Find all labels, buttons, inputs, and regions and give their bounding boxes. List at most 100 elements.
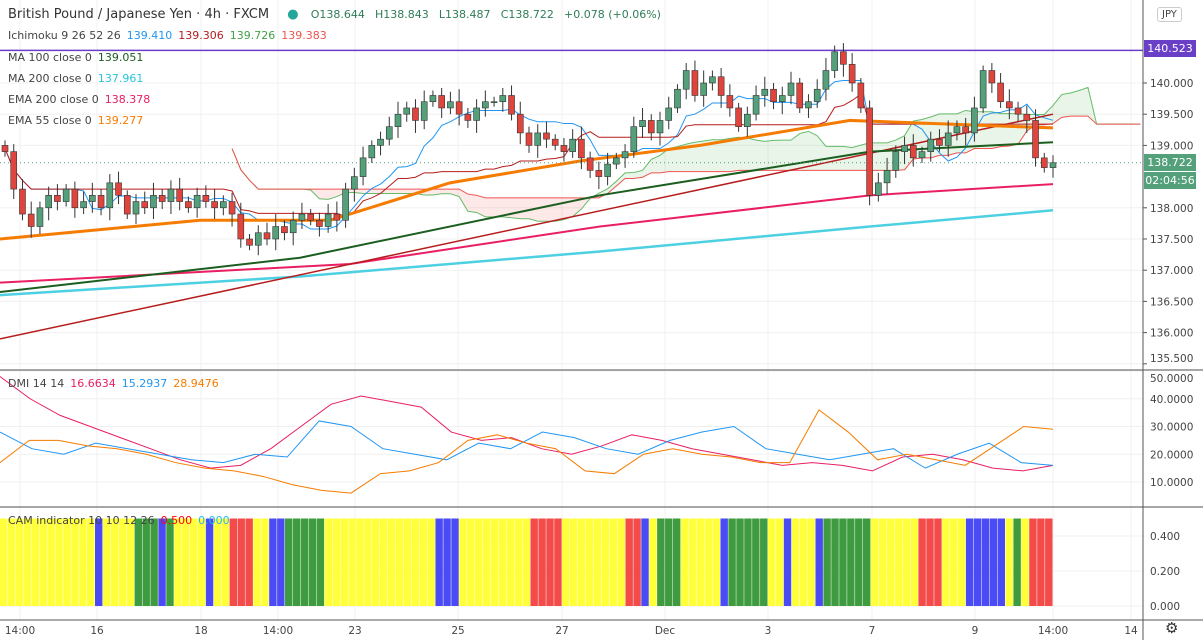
cam-bar: [570, 518, 578, 606]
legend-value: 15.2937: [121, 377, 168, 390]
cam-bar: [680, 518, 689, 606]
price-tick-label: 139.500: [1150, 109, 1193, 121]
ichimoku-cloud-segment: [686, 142, 695, 172]
candle-body: [246, 238, 253, 246]
candle-body: [263, 232, 271, 240]
cam-bar: [47, 518, 55, 606]
candle-body: [630, 126, 638, 152]
price-tick-label: 139.000: [1150, 140, 1193, 152]
legend-dmi[interactable]: DMI 14 14 16.6634 15.2937 28.9476: [8, 377, 225, 390]
candle-body: [909, 145, 917, 159]
cam-bar: [348, 518, 356, 606]
legend-value: 139.410: [126, 29, 173, 42]
live-dot-icon: ●: [287, 7, 299, 22]
legend-ema55[interactable]: EMA 55 close 0 139.277: [8, 114, 149, 127]
cam-bar: [633, 518, 641, 606]
cam-bar: [300, 518, 309, 606]
dmi-tick-label: 50.0000: [1150, 373, 1193, 385]
cam-bar: [950, 518, 958, 606]
cam-bar: [110, 518, 119, 606]
candle-body: [674, 88, 681, 109]
candle-body: [805, 101, 812, 109]
candle-body: [193, 195, 201, 209]
cam-bar: [15, 518, 24, 606]
candle-body: [525, 132, 533, 146]
cam-bar: [609, 518, 618, 606]
cam-bar: [728, 518, 736, 606]
candle-body: [735, 107, 742, 127]
settings-gear-icon[interactable]: ⚙: [1165, 619, 1179, 637]
candle-body: [1023, 113, 1031, 121]
candle-body: [578, 138, 585, 159]
adx-line: [0, 409, 1054, 494]
cam-bar: [261, 518, 269, 606]
ichimoku-cloud-segment: [956, 110, 966, 153]
legend-cam[interactable]: CAM indicator 10 10 12 26 0.500 0.000: [8, 514, 236, 527]
ichimoku-cloud-segment: [502, 197, 512, 218]
ichimoku-cloud-segment: [625, 172, 634, 179]
candle-body: [831, 51, 838, 71]
candle-body: [10, 151, 18, 190]
cam-bar: [95, 518, 103, 606]
ichimoku-cloud-segment: [991, 111, 1001, 149]
ichimoku-cloud-segment: [380, 189, 390, 194]
candle-body: [359, 157, 367, 177]
candle-body: [892, 151, 900, 171]
ichimoku-cloud-segment: [616, 172, 626, 186]
legend-value: 139.306: [178, 29, 224, 42]
cam-bar: [538, 518, 546, 606]
dmi-tick-label: 20.0000: [1150, 449, 1193, 461]
dmi-tick-label: 10.0000: [1150, 477, 1193, 489]
candle-body: [490, 101, 498, 104]
candle-body: [866, 107, 873, 196]
candle-body: [569, 138, 576, 152]
candle-body: [726, 95, 734, 109]
ichimoku-cloud-segment: [738, 137, 748, 171]
last-price-tag: 138.722: [1144, 154, 1196, 171]
ichimoku-cloud-segment: [660, 148, 669, 173]
legend-ichimoku[interactable]: Ichimoku 9 26 52 26 139.410 139.306 139.726…: [8, 29, 333, 42]
legend-value: 139.051: [97, 51, 144, 64]
cam-bar: [79, 518, 87, 606]
ohlc-open: O138.644: [310, 8, 365, 21]
legend-ma100[interactable]: MA 100 close 0 139.051: [8, 51, 149, 64]
cam-bar: [736, 518, 744, 606]
candle-body: [1032, 120, 1039, 159]
cam-bar: [269, 518, 277, 606]
candle-body: [289, 219, 297, 234]
cam-bar: [174, 518, 182, 606]
cam-bar: [467, 518, 475, 606]
legend-value: 139.726: [229, 29, 276, 42]
time-axis-label: 23: [348, 625, 361, 637]
candle-body: [447, 101, 454, 109]
cam-bar: [1021, 518, 1029, 606]
cam-bar: [878, 518, 887, 606]
candle-body: [45, 195, 52, 209]
legend-ema200[interactable]: EMA 200 close 0 138.378: [8, 93, 156, 106]
candle-body: [840, 51, 847, 65]
ichimoku-cloud-segment: [668, 146, 678, 172]
cam-bar: [39, 518, 48, 606]
legend-ma200[interactable]: MA 200 close 0 137.961: [8, 72, 149, 85]
candle-body: [875, 182, 882, 196]
candle-body: [717, 76, 725, 96]
candle-body: [62, 188, 70, 202]
currency-badge[interactable]: JPY: [1157, 7, 1182, 22]
candle-body: [971, 107, 978, 134]
candle-body: [936, 138, 943, 146]
candle-body: [1, 145, 9, 152]
cam-bar: [981, 518, 990, 606]
candle-body: [761, 88, 769, 96]
cam-bar: [641, 518, 649, 606]
candle-body: [254, 232, 262, 246]
ichimoku-cloud-segment: [791, 133, 800, 171]
candle-body: [604, 163, 611, 177]
ichimoku-cloud-segment: [389, 189, 398, 194]
cam-bar: [118, 518, 127, 606]
legend-value: 139.383: [281, 29, 327, 42]
cam-bar: [672, 518, 681, 606]
candle-body: [228, 201, 236, 215]
ichimoku-cloud-segment: [441, 189, 451, 194]
candle-body: [1049, 162, 1057, 168]
